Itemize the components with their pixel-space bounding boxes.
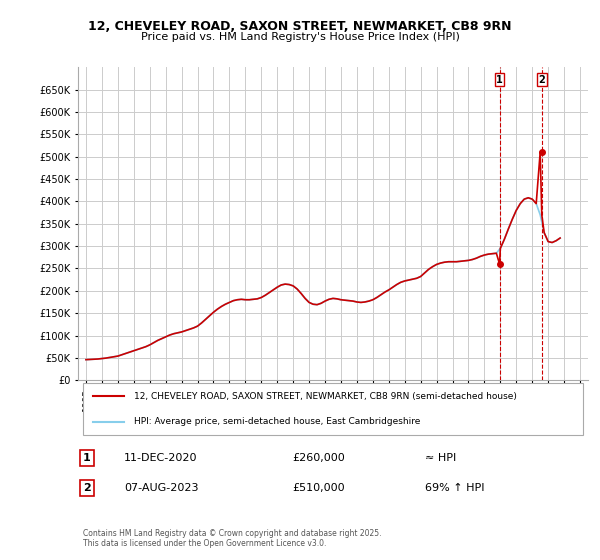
- Text: 69% ↑ HPI: 69% ↑ HPI: [425, 483, 484, 493]
- Text: Contains HM Land Registry data © Crown copyright and database right 2025.
This d: Contains HM Land Registry data © Crown c…: [83, 529, 382, 548]
- FancyBboxPatch shape: [83, 383, 583, 435]
- Text: 12, CHEVELEY ROAD, SAXON STREET, NEWMARKET, CB8 9RN: 12, CHEVELEY ROAD, SAXON STREET, NEWMARK…: [88, 20, 512, 32]
- Text: 1: 1: [496, 74, 503, 85]
- Text: Price paid vs. HM Land Registry's House Price Index (HPI): Price paid vs. HM Land Registry's House …: [140, 32, 460, 43]
- Text: ≈ HPI: ≈ HPI: [425, 453, 456, 463]
- Text: 2: 2: [83, 483, 91, 493]
- Text: £260,000: £260,000: [292, 453, 345, 463]
- Text: £510,000: £510,000: [292, 483, 345, 493]
- Text: 11-DEC-2020: 11-DEC-2020: [124, 453, 197, 463]
- Text: HPI: Average price, semi-detached house, East Cambridgeshire: HPI: Average price, semi-detached house,…: [134, 417, 421, 426]
- Text: 07-AUG-2023: 07-AUG-2023: [124, 483, 199, 493]
- Text: 2: 2: [538, 74, 545, 85]
- Text: 12, CHEVELEY ROAD, SAXON STREET, NEWMARKET, CB8 9RN (semi-detached house): 12, CHEVELEY ROAD, SAXON STREET, NEWMARK…: [134, 392, 517, 401]
- Text: 1: 1: [83, 453, 91, 463]
